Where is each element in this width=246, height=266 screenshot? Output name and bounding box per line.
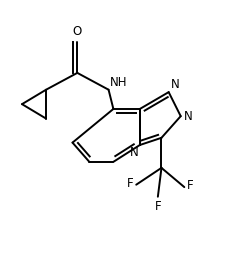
Text: F: F [127, 177, 134, 190]
Text: N: N [171, 78, 180, 91]
Text: O: O [73, 25, 82, 38]
Text: NH: NH [110, 76, 127, 89]
Text: F: F [187, 179, 193, 192]
Text: N: N [184, 110, 192, 123]
Text: F: F [154, 200, 161, 213]
Text: N: N [130, 146, 139, 159]
